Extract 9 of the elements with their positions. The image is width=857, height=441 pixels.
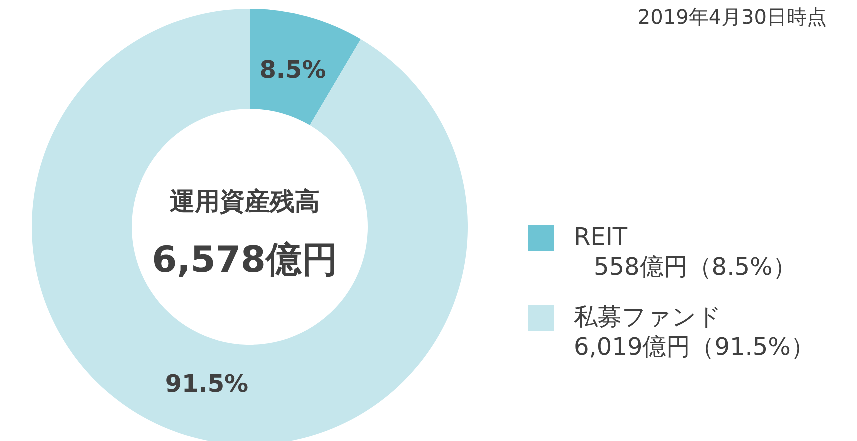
text: 運用資産残高 <box>170 187 320 216</box>
text: 6,019億円（91.5%） <box>574 332 815 362</box>
legend-label: REIT <box>574 222 629 252</box>
text: 2019年4月30日時点 <box>638 4 827 31</box>
data-label: 91.5% <box>165 370 249 398</box>
legend-label: 私募ファンド <box>574 302 723 332</box>
text: 6,578億円 <box>152 240 338 281</box>
text: 558億円（8.5%） <box>593 252 798 282</box>
data-label: 8.5% <box>260 56 326 84</box>
